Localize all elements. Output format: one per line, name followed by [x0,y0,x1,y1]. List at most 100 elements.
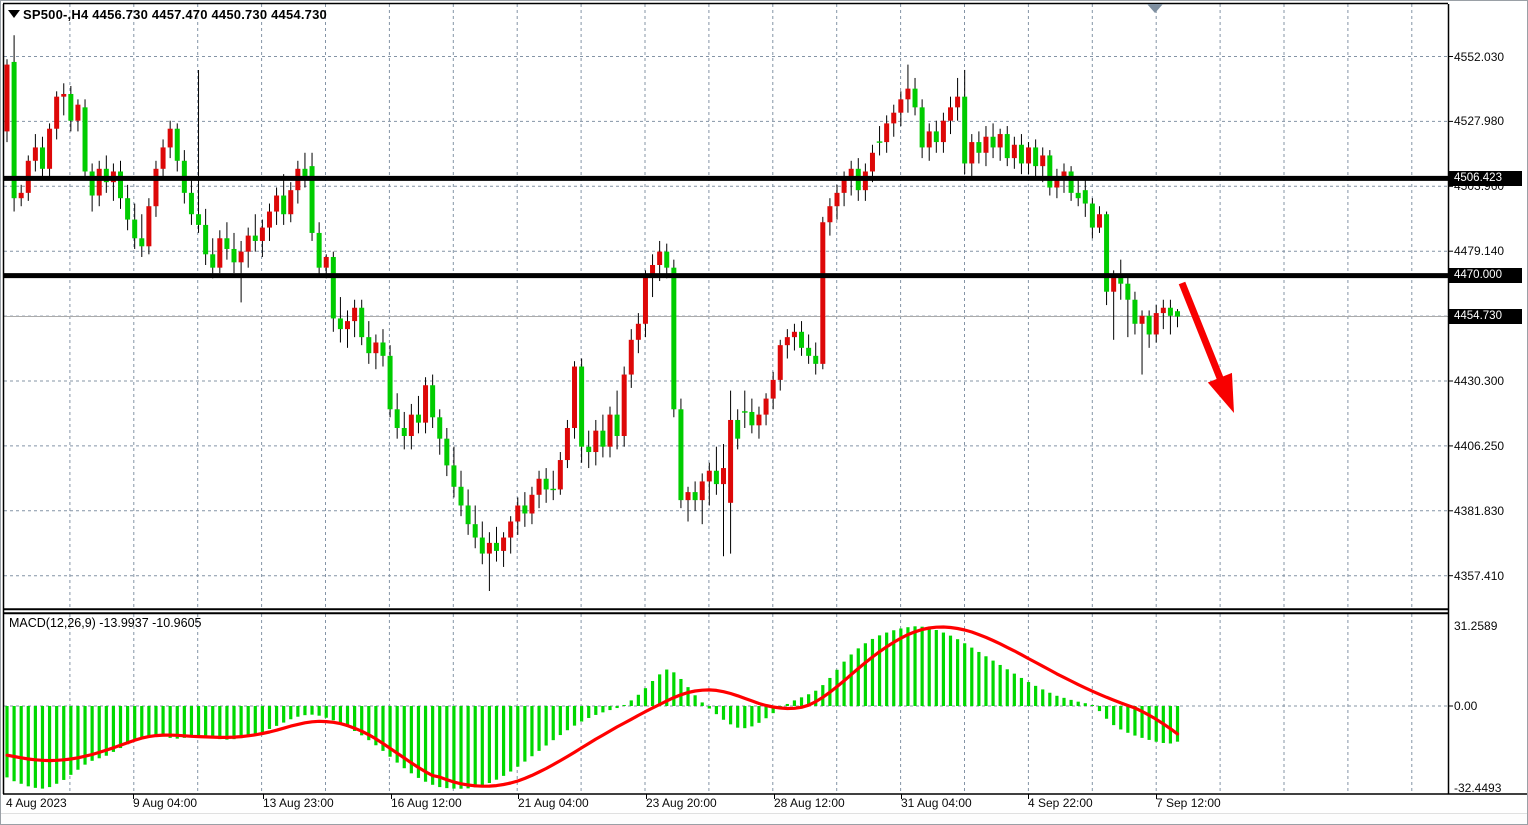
candle-body [472,524,478,538]
candle-body [352,307,358,322]
candle-body [103,168,109,183]
price-axis-label: 4430.300 [1454,374,1505,388]
candle-body [1160,307,1166,314]
macd-histogram-bar [452,706,456,789]
macd-histogram-bar [431,706,435,785]
candle-body [1004,134,1010,159]
candle-body [274,195,280,212]
time-axis-label: 9 Aug 04:00 [133,796,198,810]
macd-histogram-bar [353,706,357,731]
candle-body [415,414,421,423]
candle-body [458,486,464,506]
symbol-dropdown-icon[interactable] [8,10,20,18]
candle-body [508,521,514,538]
candle-body [657,251,663,265]
macd-histogram-bar [1154,706,1158,742]
candle-body [238,251,244,263]
macd-histogram-bar [104,706,108,756]
candle-body [756,414,762,426]
candle-body [692,492,698,501]
macd-indicator-label: MACD(12,26,9) -13.9937 -10.9605 [9,616,202,630]
candle-body [1068,171,1074,193]
macd-histogram-bar [111,706,116,752]
candle-body [1175,311,1181,317]
candle-body [713,470,719,485]
macd-histogram-bar [33,706,37,788]
macd-histogram-bar [211,706,215,739]
time-axis-label: 21 Aug 04:00 [518,796,589,810]
macd-histogram-bar [1133,706,1137,736]
candle-body [1054,176,1060,188]
time-axis-label: 31 Aug 04:00 [901,796,972,810]
macd-histogram-bar [147,706,151,737]
candle-body [777,345,783,380]
candle-body [54,96,60,129]
macd-histogram-bar [196,706,201,737]
macd-histogram-bar [239,706,243,739]
candle-body [969,142,975,164]
candle-body [423,385,429,423]
candle-body [174,128,180,161]
candle-body [955,96,961,108]
candle-body [188,192,194,215]
macd-histogram-bar [76,706,80,770]
macd-histogram-bar [998,664,1002,706]
macd-histogram-bar [388,706,392,757]
macd-histogram-bar [1140,706,1144,738]
macd-histogram-bar [310,706,314,715]
macd-histogram-bar [650,681,655,706]
macd-axis-label: 31.2589 [1454,619,1498,634]
candle-body [869,152,875,172]
candle-body [1089,203,1095,228]
macd-histogram-bar [863,643,867,706]
price-axis-label: 4406.250 [1454,438,1505,453]
candle-body [912,88,918,108]
candle-body [345,321,351,330]
macd-histogram-bar [984,656,988,706]
macd-histogram-bar [906,627,910,706]
chart-shift-marker-icon[interactable] [1147,4,1163,13]
candle-body [678,409,684,501]
macd-histogram-bar [55,706,59,784]
macd-histogram-bar [338,706,343,724]
candle-body [1167,307,1173,316]
macd-histogram-bar [1119,706,1123,730]
candle-body [1061,171,1067,177]
candle-body [203,224,209,255]
macd-histogram-bar [125,706,130,745]
macd-histogram-bar [1112,706,1116,726]
down-arrow-shaft[interactable] [1178,281,1227,387]
macd-histogram-bar [175,706,179,739]
macd-histogram-bar [218,706,222,740]
macd-histogram-bar [5,706,9,778]
candle-body [806,347,812,356]
macd-histogram-bar [1147,706,1151,740]
macd-histogram-bar [1034,685,1038,706]
candle-body [486,542,492,554]
macd-histogram-bar [743,706,747,729]
macd-histogram-bar [1005,669,1009,706]
candle-body [1139,315,1145,324]
macd-histogram-bar [1090,704,1094,706]
macd-histogram-bar [69,706,73,775]
macd-histogram-bar [934,630,938,706]
macd-histogram-bar [977,651,981,706]
macd-histogram-bar [870,638,875,706]
price-axis-label: 4552.030 [1454,49,1505,64]
candle-body [884,123,890,143]
macd-axis-label: 0.00 [1454,699,1478,713]
candle-body [735,419,741,439]
candle-body [720,468,726,485]
macd-histogram-bar [438,706,442,788]
candle-body [1047,155,1053,188]
candle-body [699,481,705,501]
macd-histogram-bar [62,706,66,780]
macd-histogram-bar [1083,703,1087,706]
down-arrow-head[interactable] [1207,372,1234,413]
macd-histogram-bar [83,706,87,765]
macd-histogram-bar [849,654,853,706]
macd-histogram-bar [1055,695,1059,706]
candle-body [309,166,315,233]
